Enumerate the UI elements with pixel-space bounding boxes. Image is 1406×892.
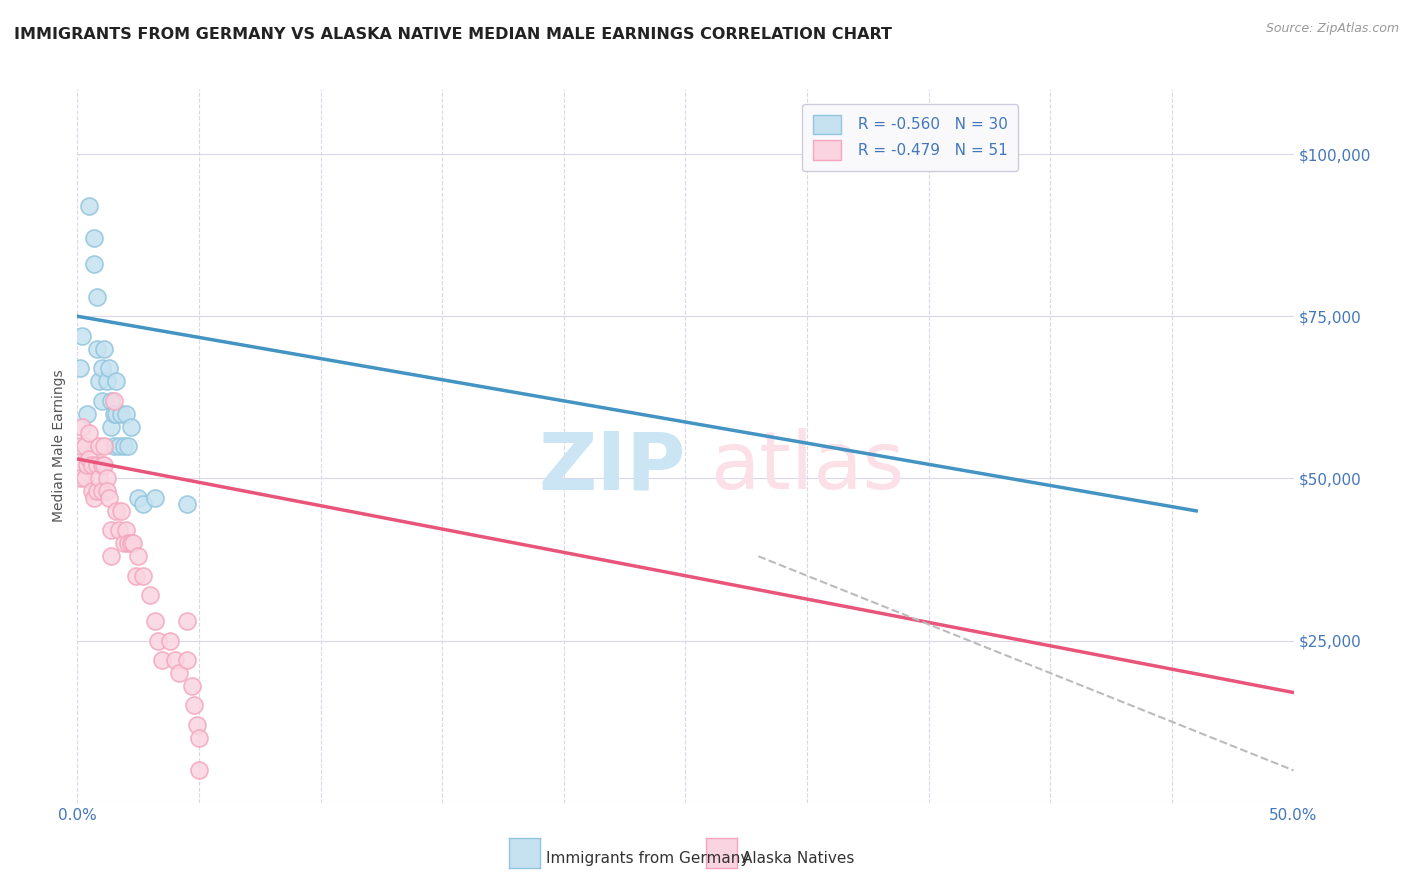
Point <box>100 549 122 564</box>
Point <box>103 393 125 408</box>
Text: ZIP: ZIP <box>538 428 686 507</box>
Point <box>69 458 91 473</box>
Point <box>86 458 108 473</box>
Point <box>100 419 122 434</box>
Point <box>110 504 132 518</box>
Point <box>120 419 142 434</box>
Point <box>96 484 118 499</box>
Point <box>176 653 198 667</box>
Point <box>73 439 96 453</box>
Point <box>93 458 115 473</box>
Point <box>115 524 138 538</box>
Point <box>96 471 118 485</box>
Point <box>105 407 128 421</box>
Point <box>76 458 98 473</box>
Point <box>176 497 198 511</box>
Legend:  R = -0.560   N = 30,  R = -0.479   N = 51: R = -0.560 N = 30, R = -0.479 N = 51 <box>803 104 1018 170</box>
Point <box>152 653 174 667</box>
Point <box>93 342 115 356</box>
Point <box>79 452 101 467</box>
Point <box>188 731 211 745</box>
Point <box>105 504 128 518</box>
Point <box>86 484 108 499</box>
Text: IMMIGRANTS FROM GERMANY VS ALASKA NATIVE MEDIAN MALE EARNINGS CORRELATION CHART: IMMIGRANTS FROM GERMANY VS ALASKA NATIVE… <box>14 27 891 42</box>
Point <box>96 374 118 388</box>
Point <box>127 491 149 505</box>
Point <box>180 679 202 693</box>
Point <box>125 568 148 582</box>
Point <box>70 328 93 343</box>
Point <box>117 536 139 550</box>
Point <box>83 491 105 505</box>
Point <box>100 393 122 408</box>
Point <box>90 393 112 408</box>
Point <box>159 633 181 648</box>
Y-axis label: Median Male Earnings: Median Male Earnings <box>52 369 66 523</box>
Point <box>83 231 105 245</box>
Point <box>132 568 155 582</box>
Point <box>90 361 112 376</box>
Point <box>163 653 186 667</box>
Text: Alaska Natives: Alaska Natives <box>742 851 855 865</box>
Point <box>127 549 149 564</box>
Point <box>169 666 191 681</box>
Point <box>89 374 111 388</box>
Point <box>110 407 132 421</box>
Point <box>132 497 155 511</box>
Point <box>69 439 91 453</box>
Point <box>103 407 125 421</box>
Point <box>89 439 111 453</box>
Point <box>70 419 93 434</box>
Point <box>143 614 166 628</box>
Point <box>90 458 112 473</box>
Point <box>93 439 115 453</box>
Point <box>97 491 120 505</box>
Point <box>69 361 91 376</box>
Point <box>80 458 103 473</box>
Point <box>76 407 98 421</box>
Point <box>112 439 135 453</box>
Point <box>117 439 139 453</box>
Point <box>83 257 105 271</box>
Point <box>146 633 169 648</box>
Point <box>73 471 96 485</box>
Point <box>120 536 142 550</box>
Point <box>97 361 120 376</box>
Point <box>143 491 166 505</box>
Point <box>105 374 128 388</box>
Point <box>107 524 129 538</box>
Point <box>112 536 135 550</box>
Point <box>139 588 162 602</box>
Point <box>183 698 205 713</box>
Point <box>69 471 91 485</box>
Point <box>86 290 108 304</box>
Point <box>107 439 129 453</box>
Point <box>103 439 125 453</box>
Point <box>186 718 208 732</box>
Point <box>79 425 101 440</box>
Point <box>89 471 111 485</box>
Point <box>122 536 145 550</box>
Point <box>115 407 138 421</box>
Point <box>188 764 211 778</box>
Point <box>86 342 108 356</box>
Text: Immigrants from Germany: Immigrants from Germany <box>546 851 749 865</box>
Point <box>100 524 122 538</box>
Point <box>90 484 112 499</box>
Point <box>80 484 103 499</box>
Text: atlas: atlas <box>710 428 904 507</box>
Text: Source: ZipAtlas.com: Source: ZipAtlas.com <box>1265 22 1399 36</box>
Point <box>176 614 198 628</box>
Point <box>79 199 101 213</box>
